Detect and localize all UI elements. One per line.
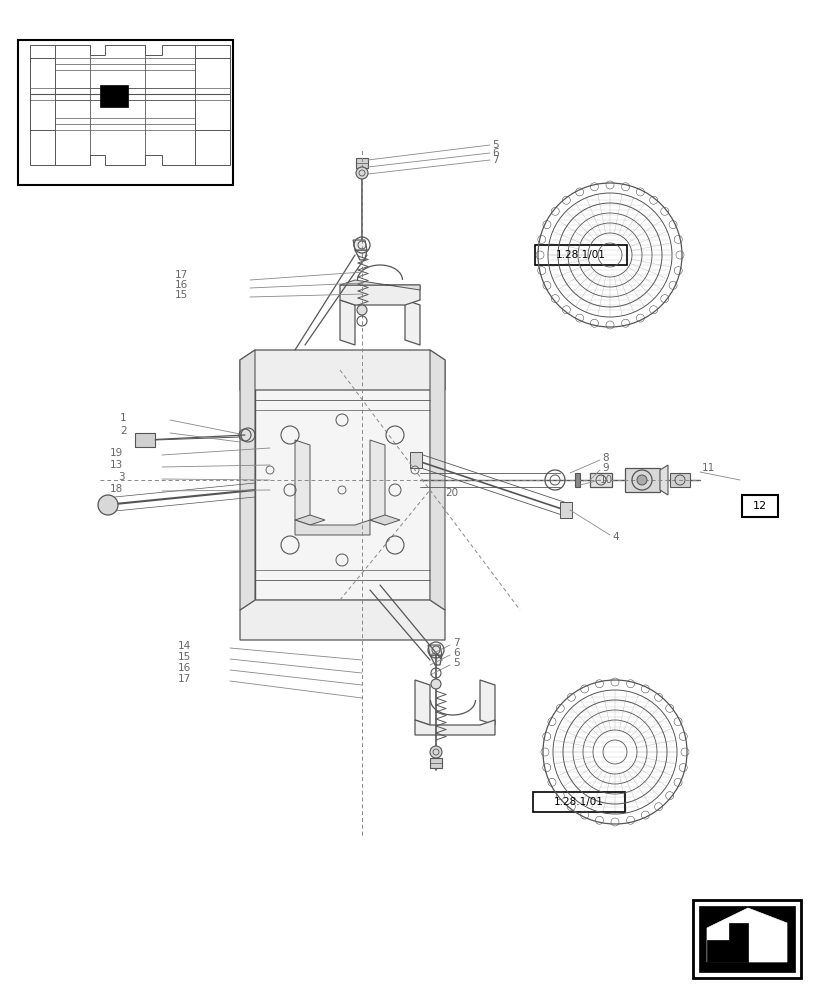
Text: 15: 15 — [174, 290, 188, 300]
Text: 5: 5 — [452, 658, 459, 668]
Bar — [698, 906, 794, 972]
Polygon shape — [240, 350, 255, 610]
Circle shape — [356, 167, 367, 179]
Bar — [669, 473, 689, 487]
Circle shape — [429, 746, 442, 758]
Text: 9: 9 — [601, 463, 608, 473]
Polygon shape — [340, 280, 419, 290]
Polygon shape — [375, 405, 394, 585]
Polygon shape — [706, 908, 786, 962]
Bar — [356, 158, 367, 168]
Text: 1.28.1/01: 1.28.1/01 — [556, 250, 605, 260]
Bar — [429, 758, 442, 768]
Text: 16: 16 — [174, 280, 188, 290]
Text: 14: 14 — [178, 641, 191, 651]
Text: 6: 6 — [452, 648, 459, 658]
Polygon shape — [429, 350, 444, 610]
Polygon shape — [352, 240, 366, 250]
Bar — [624, 468, 659, 492]
Bar — [135, 433, 155, 447]
Text: 17: 17 — [178, 674, 191, 684]
Text: 8: 8 — [601, 453, 608, 463]
Text: 12: 12 — [752, 501, 766, 511]
Polygon shape — [255, 395, 294, 415]
Bar — [100, 85, 128, 107]
Text: 7: 7 — [491, 155, 498, 165]
Polygon shape — [414, 720, 495, 735]
Polygon shape — [255, 380, 429, 600]
Text: 18: 18 — [110, 484, 123, 494]
Circle shape — [636, 475, 646, 485]
Text: 7: 7 — [452, 638, 459, 648]
Polygon shape — [414, 680, 429, 725]
Polygon shape — [706, 923, 747, 962]
Bar — [741, 495, 777, 517]
Text: 16: 16 — [178, 663, 191, 673]
Polygon shape — [480, 680, 495, 725]
Polygon shape — [370, 440, 385, 525]
Bar — [533, 792, 624, 812]
Polygon shape — [659, 465, 667, 495]
Text: 15: 15 — [178, 652, 191, 662]
Circle shape — [98, 495, 118, 515]
Circle shape — [431, 679, 441, 689]
Polygon shape — [240, 600, 444, 640]
Bar — [534, 245, 626, 265]
Bar — [559, 502, 571, 518]
Polygon shape — [355, 395, 394, 415]
Polygon shape — [294, 520, 370, 535]
Text: 6: 6 — [491, 148, 498, 158]
Polygon shape — [294, 440, 309, 525]
Polygon shape — [370, 515, 399, 525]
Polygon shape — [355, 250, 366, 260]
Text: 1: 1 — [120, 413, 127, 423]
Text: 13: 13 — [110, 460, 123, 470]
Text: 1.28.1/01: 1.28.1/01 — [553, 797, 603, 807]
Polygon shape — [294, 515, 325, 525]
Polygon shape — [404, 300, 419, 345]
Polygon shape — [255, 405, 275, 585]
Bar — [574, 473, 579, 487]
Bar — [409, 452, 422, 468]
Polygon shape — [340, 285, 419, 305]
Polygon shape — [275, 405, 294, 585]
Polygon shape — [240, 350, 444, 390]
Circle shape — [356, 305, 366, 315]
Text: 20: 20 — [444, 488, 457, 498]
Text: 11: 11 — [701, 463, 715, 473]
Text: 10: 10 — [600, 475, 612, 485]
Text: 3: 3 — [118, 472, 125, 482]
Text: 4: 4 — [611, 532, 618, 542]
Text: 19: 19 — [110, 448, 123, 458]
Bar — [692, 900, 800, 978]
Polygon shape — [355, 405, 375, 585]
Text: 17: 17 — [174, 270, 188, 280]
Polygon shape — [428, 645, 442, 655]
Bar — [590, 473, 611, 487]
Polygon shape — [340, 300, 355, 345]
Text: 5: 5 — [491, 140, 498, 150]
Bar — [18, 40, 232, 185]
Polygon shape — [429, 655, 442, 665]
Text: 2: 2 — [120, 426, 127, 436]
